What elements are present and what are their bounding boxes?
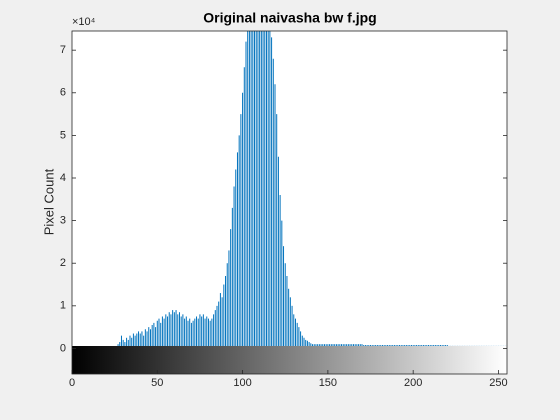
y-axis-label: Pixel Count [41,168,56,235]
colorbar [72,346,507,374]
x-tick-label: 200 [404,377,422,389]
y-tick-label: 4 [60,172,66,184]
y-tick-label: 2 [60,257,66,269]
y-tick-label: 0 [60,342,66,354]
x-tick-label: 50 [151,377,163,389]
axes-background [72,31,507,374]
y-tick-label: 6 [60,87,66,99]
x-tick-label: 0 [69,377,75,389]
chart-title: Original naivasha bw f.jpg [203,10,376,26]
axes-box [71,30,508,375]
x-tick-label: 150 [319,377,337,389]
y-tick-label: 3 [60,215,66,227]
y-tick-label: 7 [60,44,66,56]
x-tick-label: 250 [489,377,507,389]
y-tick-label: 1 [60,300,66,312]
x-tick-label: 100 [233,377,251,389]
y-tick-label: 5 [60,129,66,141]
y-exponent: ×10⁴ [72,16,96,28]
